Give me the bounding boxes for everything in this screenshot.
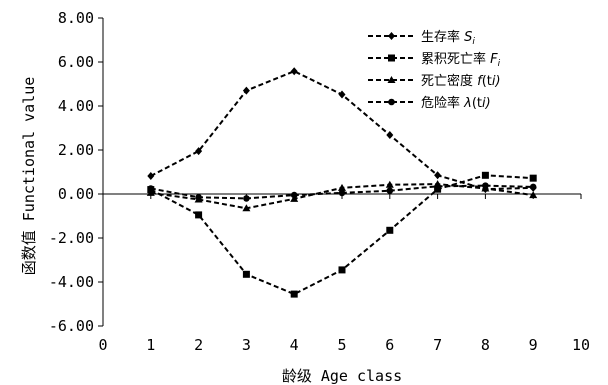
data-point	[146, 188, 155, 196]
data-point	[386, 187, 394, 194]
data-point	[147, 171, 155, 180]
legend-label: 危险率 λ(ti)	[421, 95, 491, 111]
data-point	[385, 180, 394, 188]
legend-label-subscript: i	[472, 37, 475, 47]
data-point	[481, 171, 489, 179]
legend-marker	[387, 76, 396, 83]
legend-item: 危险率 λ(ti)	[368, 95, 491, 111]
y-axis-label: 函数值 Functional value	[20, 77, 38, 276]
legend-marker	[388, 54, 395, 62]
legend-label: 生存率 Si	[421, 29, 475, 47]
x-tick-label: 5	[337, 336, 346, 354]
legend-label-paren: (t	[482, 74, 492, 89]
x-tick-label: 1	[146, 336, 155, 354]
data-point	[147, 185, 155, 192]
data-point	[243, 195, 250, 202]
data-point	[195, 147, 203, 156]
x-tick-label: 3	[242, 336, 251, 354]
legend-label: 累积死亡率 Fi	[421, 51, 501, 69]
data-point	[338, 189, 346, 197]
data-point	[195, 211, 203, 219]
axes: -6.00 -4.00 -2.00 0.00 2.00 4.00 6.00 8.00 0 1 2 3 4…	[49, 9, 590, 354]
legend-label-text: 危险率	[421, 95, 464, 111]
x-tick-label: 6	[385, 336, 394, 354]
legend-label-var: S	[464, 30, 472, 45]
x-tick-label: 0	[98, 336, 107, 354]
data-point	[386, 226, 394, 234]
legend-label-var: f	[477, 74, 484, 89]
data-point	[290, 67, 298, 76]
legend-label-text: 累积死亡率	[421, 51, 490, 67]
legend-label-text: 死亡密度	[421, 73, 477, 89]
data-point	[338, 266, 346, 274]
x-axis-label: 龄级 Age class	[282, 367, 402, 385]
legend-label-tail: i)	[482, 96, 491, 111]
y-tick-label: 4.00	[58, 97, 94, 115]
data-point	[338, 183, 346, 191]
y-tick-label: -6.00	[49, 317, 94, 335]
data-point	[434, 183, 441, 190]
series-4	[147, 182, 537, 202]
data-point	[290, 191, 298, 199]
y-tick-label: -4.00	[49, 273, 94, 291]
data-point	[434, 171, 442, 180]
x-tick-label: 4	[290, 336, 299, 354]
legend-label: 死亡密度 f(ti)	[421, 73, 501, 89]
data-point	[529, 174, 537, 182]
x-tick-label: 8	[481, 336, 490, 354]
x-tick-label: 7	[433, 336, 442, 354]
legend-label-subscript: i	[498, 59, 501, 69]
data-point	[482, 182, 489, 189]
y-tick-label: -2.00	[49, 229, 94, 247]
y-tick-label: 0.00	[58, 185, 94, 203]
series-layer	[146, 67, 538, 298]
legend-marker	[388, 32, 395, 40]
y-tick-label: 2.00	[58, 141, 94, 159]
legend-label-tail: i)	[492, 74, 501, 89]
legend-label-var: F	[490, 52, 498, 67]
x-tick-label: 9	[529, 336, 538, 354]
x-tick-label: 10	[572, 336, 590, 354]
legend-marker	[388, 98, 395, 106]
legend-label-var: λ	[463, 96, 472, 111]
y-tick-label: 6.00	[58, 53, 94, 71]
data-point	[242, 204, 251, 212]
legend-item: 死亡密度 f(ti)	[368, 73, 501, 89]
data-point	[290, 290, 298, 298]
data-point	[338, 90, 346, 99]
data-point	[242, 86, 250, 95]
legend-item: 生存率 Si	[368, 29, 475, 47]
x-tick-label: 2	[194, 336, 203, 354]
legend-item: 累积死亡率 Fi	[368, 51, 501, 69]
data-point	[242, 270, 250, 278]
data-point	[529, 183, 537, 191]
series-1	[147, 67, 537, 194]
data-point	[386, 131, 394, 140]
legend-label-text: 生存率	[421, 29, 464, 45]
legend-label-paren: (t	[472, 96, 482, 111]
y-tick-label: 8.00	[58, 9, 94, 27]
data-point	[529, 191, 538, 199]
data-point	[195, 194, 202, 201]
